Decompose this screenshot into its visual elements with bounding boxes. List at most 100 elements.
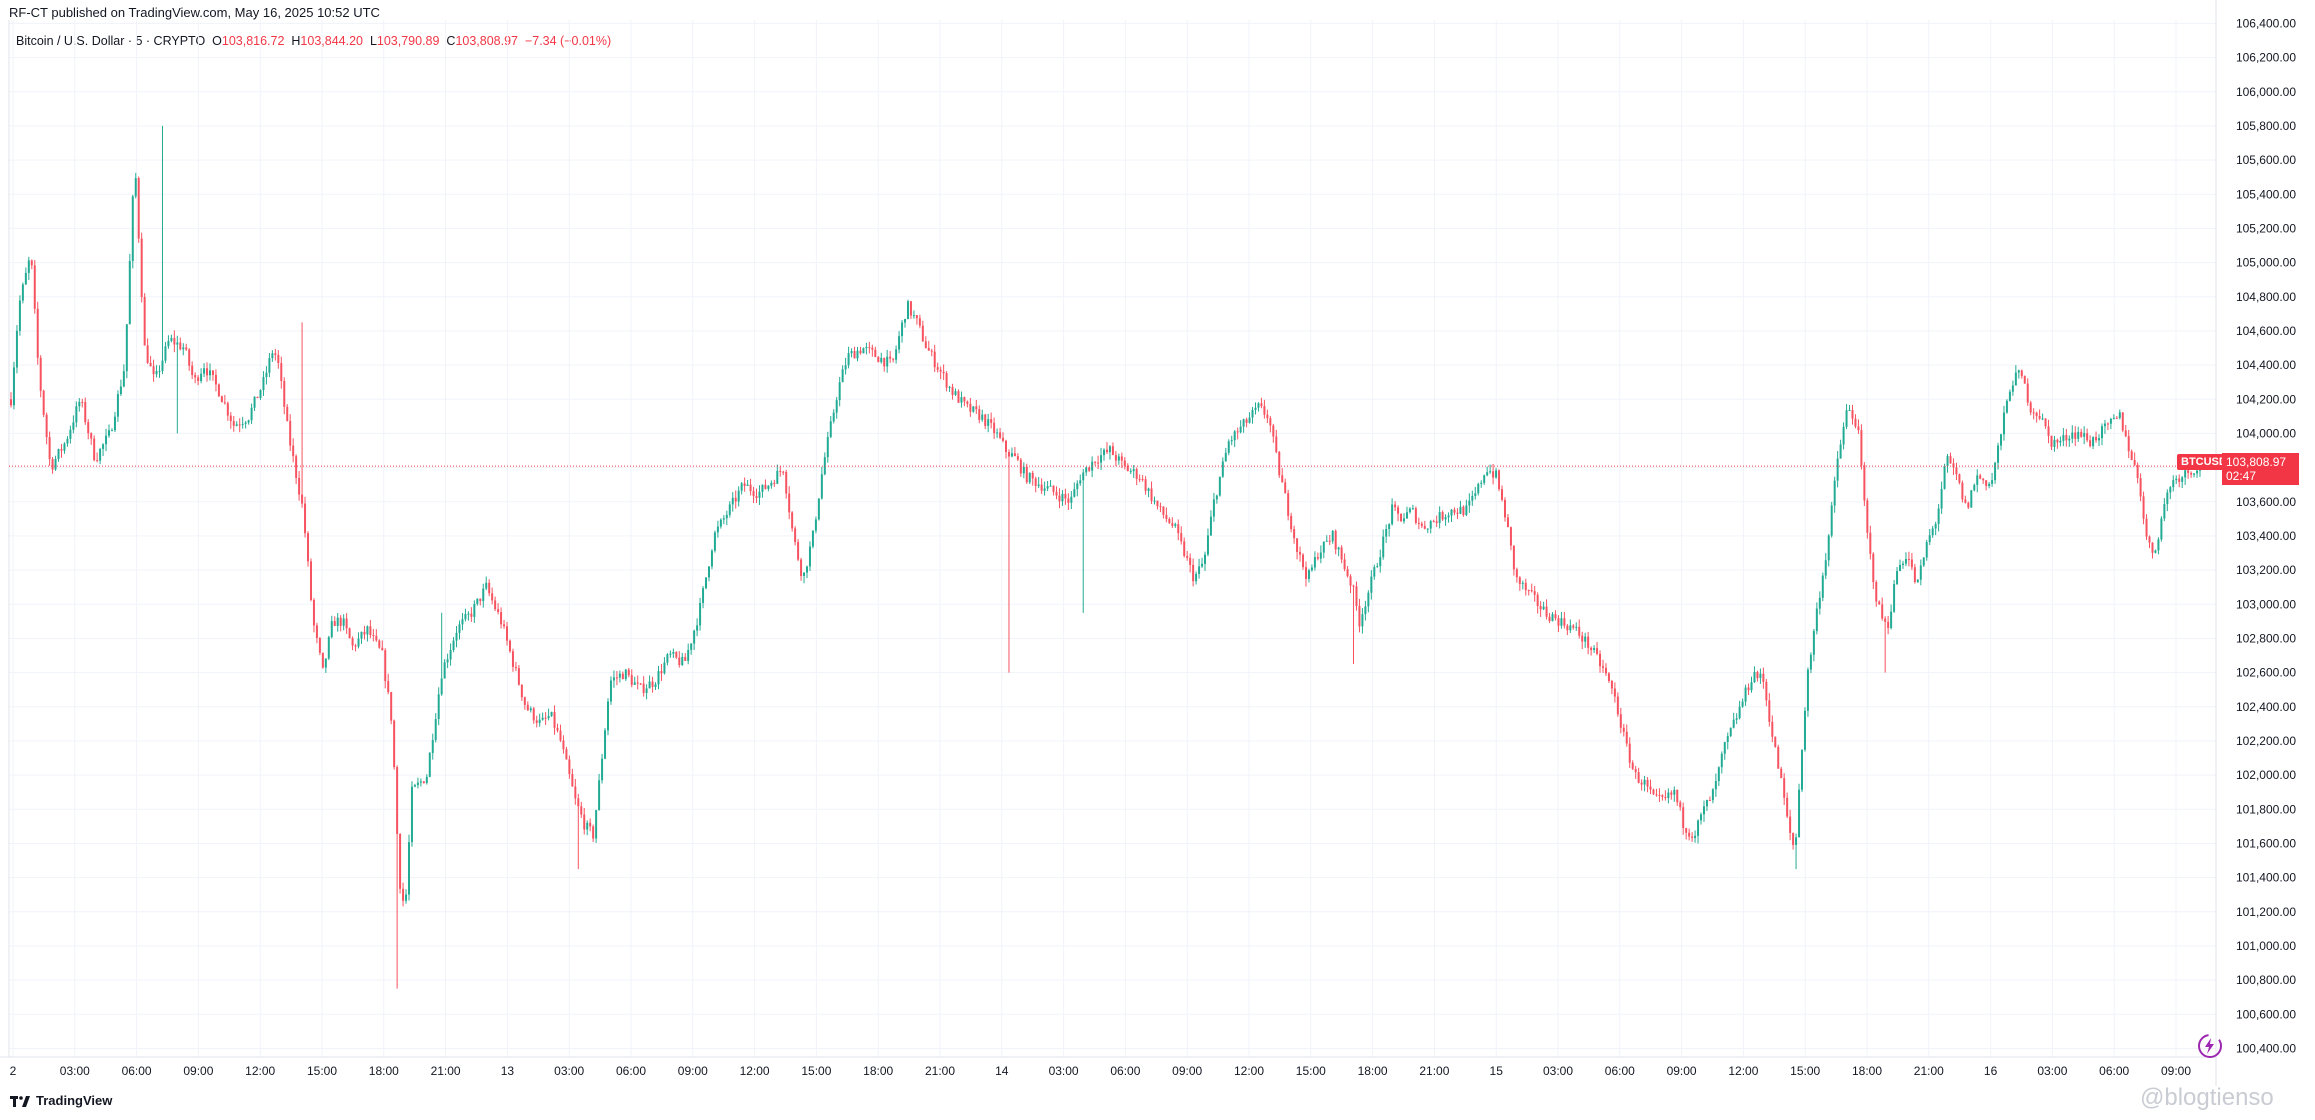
candle-body: [1046, 486, 1049, 489]
candle-body: [1916, 579, 1919, 583]
candle-body: [1486, 472, 1489, 476]
candle-body: [2169, 487, 2172, 493]
candle-body: [1548, 616, 1551, 622]
candle-body: [419, 781, 422, 783]
candle-body: [405, 894, 408, 901]
candle-body: [1245, 419, 1248, 423]
candle-body: [758, 491, 761, 498]
candle-body: [473, 603, 476, 617]
bolt-icon[interactable]: [2196, 1032, 2224, 1060]
candle-body: [1515, 569, 1518, 578]
candle-body: [2109, 418, 2112, 424]
candle-body: [113, 416, 116, 431]
time-tick-label: 15:00: [801, 1064, 831, 1078]
candle-body: [1836, 458, 1839, 481]
candle-body: [1991, 480, 1994, 484]
candle-body: [2041, 418, 2044, 420]
candle-body: [268, 358, 271, 373]
candle-body: [164, 346, 167, 361]
tradingview-logo[interactable]: TradingView: [10, 1093, 112, 1108]
price-axis[interactable]: 100,400.00 100,600.00 100,800.00 101,000.00…: [2236, 16, 2296, 1055]
time-tick-label: 13: [501, 1064, 515, 1078]
candle-body: [1058, 495, 1061, 502]
time-tick-label: 12:00: [740, 1064, 770, 1078]
candle-body: [719, 519, 722, 527]
candle-body: [318, 638, 321, 653]
candle-body: [2157, 539, 2160, 551]
candle-body: [1403, 518, 1405, 522]
time-tick-label: 06:00: [2099, 1064, 2129, 1078]
price-tick-label: 103,400.00: [2236, 529, 2296, 543]
candle-body: [693, 630, 696, 644]
candle-body: [1064, 493, 1067, 499]
candle-body: [803, 572, 806, 577]
time-axis[interactable]: 2 03:00 06:00 09:00 12:00 15:00 18:00 21:00 13 03…: [10, 1064, 2192, 1078]
price-tick-label: 104,400.00: [2236, 358, 2296, 372]
candle-body: [1328, 540, 1331, 542]
candle-body: [868, 347, 871, 349]
symbol-legend[interactable]: Bitcoin / U.S. Dollar · 5 · CRYPTO O103,…: [16, 34, 611, 48]
candle-body: [372, 635, 375, 637]
candle-body: [1705, 799, 1708, 807]
candle-body: [30, 260, 33, 266]
candle-body: [1400, 513, 1403, 522]
candle-body: [975, 406, 978, 410]
candle-body: [2095, 437, 2098, 441]
candle-body: [247, 420, 250, 423]
candle-body: [1667, 792, 1670, 798]
candle-body: [152, 366, 155, 375]
candle-body: [1575, 626, 1578, 628]
candle-body: [1901, 563, 1904, 565]
candle-body: [1254, 407, 1257, 410]
candle-body: [1922, 557, 1925, 566]
candle-body: [808, 546, 811, 567]
watermark: @blogtienso: [2140, 1084, 2274, 1111]
candle-body: [1578, 626, 1581, 636]
candle-body: [1503, 499, 1506, 518]
candle-body: [461, 619, 464, 625]
candle-body: [823, 457, 826, 475]
candle-body: [241, 423, 244, 425]
time-tick-label: 15: [1490, 1064, 1504, 1078]
candle-body: [467, 613, 470, 615]
candle-body: [1685, 828, 1688, 833]
candle-body: [416, 782, 419, 786]
price-tick-label: 101,000.00: [2236, 939, 2296, 953]
price-tick-label: 103,000.00: [2236, 597, 2296, 611]
candle-body: [238, 424, 241, 426]
candle-body: [806, 566, 808, 573]
candle-body: [1946, 456, 1949, 466]
candle-body: [1854, 418, 1857, 427]
candle-body: [1031, 472, 1034, 479]
candle-body: [2160, 518, 2163, 540]
candle-body: [1120, 456, 1123, 461]
candle-body: [134, 178, 137, 197]
candle-body: [2032, 412, 2035, 414]
candle-body: [1186, 555, 1189, 558]
candle-body: [1979, 475, 1982, 479]
candle-body: [15, 330, 18, 368]
candle-body: [1735, 718, 1738, 720]
candle-body: [384, 650, 387, 682]
candle-body: [1827, 535, 1830, 561]
tradingview-mark-icon: [10, 1095, 30, 1107]
candle-body: [229, 415, 232, 422]
candle-body: [1907, 558, 1910, 560]
candle-body: [595, 810, 598, 839]
candle-body: [1732, 719, 1735, 728]
candle-body: [1771, 721, 1774, 737]
candle-body: [930, 350, 933, 352]
candle-body: [1076, 483, 1079, 490]
candle-body: [96, 460, 99, 462]
candle-body: [99, 448, 102, 461]
candle-body: [1593, 648, 1596, 651]
candle-body: [211, 370, 214, 375]
price-tick-label: 102,800.00: [2236, 631, 2296, 645]
price-tick-label: 104,600.00: [2236, 324, 2296, 338]
candle-body: [81, 401, 84, 403]
candle-body: [2065, 435, 2068, 441]
tradingview-wordmark: TradingView: [36, 1093, 113, 1108]
candle-body: [1925, 542, 1928, 558]
candle-body: [672, 652, 675, 654]
